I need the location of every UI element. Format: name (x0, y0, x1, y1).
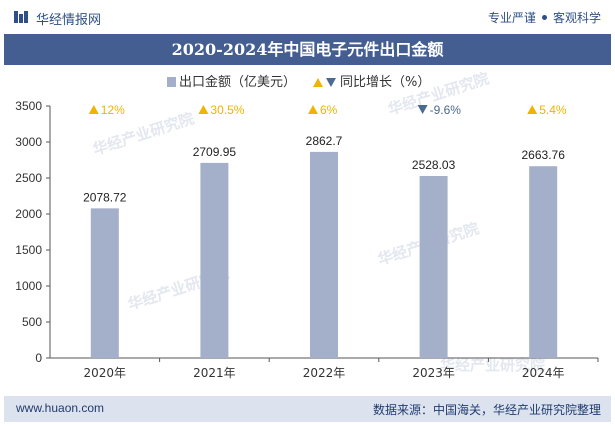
bar (200, 162, 229, 358)
x-tick-label: 2022年 (303, 366, 346, 380)
tagline: 专业严谨 客观科学 (488, 9, 601, 26)
bar (310, 151, 338, 358)
top-bar: 华经情报网 专业严谨 客观科学 (0, 0, 615, 34)
growth-up-triangle-icon (527, 105, 538, 114)
x-tick-label: 2024年 (522, 366, 565, 380)
data-label: 2709.95 (193, 145, 237, 159)
data-source: 数据来源：中国海关，华经产业研究院整理 (372, 403, 601, 417)
x-tick-label: 2020年 (84, 366, 127, 380)
y-tick-label: 0 (35, 351, 42, 365)
y-tick-label: 2500 (15, 171, 42, 185)
chart-title: 2020-2024年中国电子元件出口金额 (171, 40, 444, 59)
logo-icon (14, 11, 28, 23)
bar (419, 175, 448, 358)
x-tick-label: 2023年 (412, 366, 455, 380)
legend-bar-label: 出口金额（亿美元） (179, 74, 296, 90)
y-tick-label: 2000 (15, 207, 42, 221)
data-label: 2663.76 (522, 148, 566, 162)
chart-plot: 华经产业研究院 华经产业研究院 华经产业研究院 华经产业研究院 华经产业研究院 … (15, 69, 599, 380)
brand-name: 华经情报网 (36, 13, 102, 28)
legend: 出口金额（亿美元） 同比增长（%） (167, 74, 430, 90)
footer: www.huaon.com 数据来源：中国海关，华经产业研究院整理 (4, 396, 611, 422)
y-tick-label: 3000 (15, 135, 42, 149)
growth-label: 6% (320, 103, 338, 117)
y-tick-label: 1500 (15, 243, 42, 257)
growth-label: 12% (101, 103, 125, 117)
growth-up-triangle-icon (198, 105, 209, 114)
x-tick-label: 2021年 (193, 366, 236, 380)
legend-bar-swatch (167, 77, 176, 87)
growth-down-triangle-icon (417, 105, 428, 114)
growth-up-triangle-icon (308, 105, 318, 114)
legend-up-triangle-icon (313, 78, 323, 87)
data-label: 2078.72 (83, 190, 127, 204)
value-labels: 2078.72 12% 2709.95 30.5% 2862.7 6% 2528.03 -9.… (83, 103, 567, 204)
bar (90, 208, 119, 358)
bars (90, 151, 558, 358)
tagline-1: 专业严谨 (487, 11, 536, 25)
tagline-2: 客观科学 (552, 11, 601, 25)
bar (529, 166, 558, 358)
y-tick-label: 500 (22, 315, 42, 329)
y-tick-label: 3500 (15, 99, 42, 113)
growth-label: 30.5% (210, 103, 244, 117)
axes: 0 500 1000 1500 2000 2500 3000 3500 2020年 2021年 20… (15, 99, 599, 380)
site-url: www.huaon.com (16, 401, 105, 415)
y-tick-label: 1000 (15, 279, 42, 293)
growth-label: -9.6% (430, 103, 462, 117)
growth-label: 5.4% (539, 103, 567, 117)
legend-down-triangle-icon (326, 78, 336, 87)
data-label: 2528.03 (412, 158, 456, 172)
title-bar: 2020-2024年中国电子元件出口金额 (4, 34, 611, 65)
data-label: 2862.7 (306, 134, 343, 148)
legend-growth-label: 同比增长（%） (340, 75, 430, 90)
growth-up-triangle-icon (88, 105, 99, 114)
watermark: 华经产业研究院 (440, 356, 545, 374)
dot-separator (541, 15, 547, 20)
